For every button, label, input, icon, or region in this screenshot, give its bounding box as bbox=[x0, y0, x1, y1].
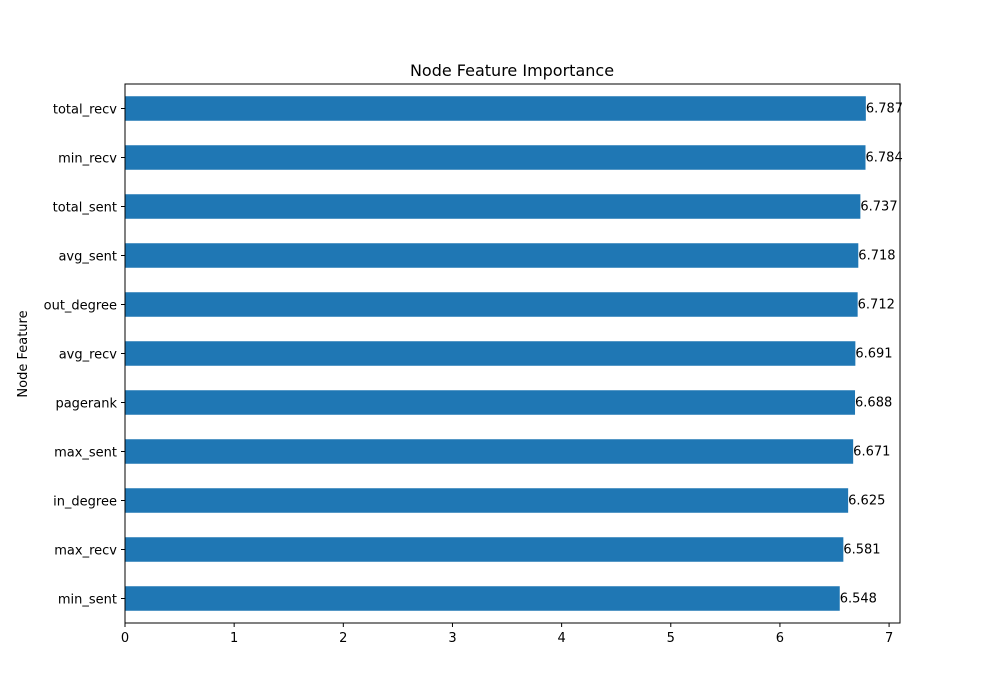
y-tick-label-min-sent: min_sent bbox=[58, 593, 117, 608]
bar-pagerank bbox=[125, 390, 856, 415]
y-tick-label-in-degree: in_degree bbox=[53, 495, 117, 510]
data-label-pagerank: 6.688 bbox=[855, 396, 892, 411]
bar-max-sent bbox=[125, 439, 854, 464]
x-tick-label-5: 5 bbox=[667, 631, 675, 646]
y-tick-label-max-sent: max_sent bbox=[54, 446, 117, 461]
y-tick-label-avg-recv: avg_recv bbox=[59, 348, 118, 363]
y-tick-label-total-sent: total_sent bbox=[53, 201, 117, 216]
y-axis-label: Node Feature bbox=[16, 310, 31, 397]
bar-avg-sent bbox=[125, 243, 859, 268]
x-tick-label-4: 4 bbox=[557, 631, 565, 646]
x-tick-label-3: 3 bbox=[448, 631, 456, 646]
y-tick-label-out-degree: out_degree bbox=[44, 299, 117, 314]
x-tick-label-7: 7 bbox=[885, 631, 893, 646]
data-label-max-sent: 6.671 bbox=[853, 445, 890, 460]
x-tick-label-0: 0 bbox=[121, 631, 129, 646]
data-label-total-sent: 6.737 bbox=[860, 200, 897, 215]
y-axis-ticks: total_recv min_recv total_sent avg_sent out_… bbox=[44, 103, 125, 608]
bars-group bbox=[125, 96, 866, 611]
data-label-max-recv: 6.581 bbox=[843, 543, 880, 558]
x-axis-ticks: 0 1 2 3 4 5 6 7 bbox=[121, 623, 893, 646]
bar-max-recv bbox=[125, 537, 844, 562]
chart-title: Node Feature Importance bbox=[410, 61, 614, 80]
bar-total-recv bbox=[125, 96, 866, 121]
plot-area-frame bbox=[124, 83, 901, 624]
bar-out-degree bbox=[125, 292, 858, 317]
y-tick-label-total-recv: total_recv bbox=[53, 103, 117, 118]
bar-min-recv bbox=[125, 145, 866, 170]
data-label-total-recv: 6.787 bbox=[866, 102, 903, 117]
y-tick-label-min-recv: min_recv bbox=[58, 152, 117, 167]
data-label-avg-recv: 6.691 bbox=[855, 347, 892, 362]
bar-avg-recv bbox=[125, 341, 856, 366]
x-tick-label-6: 6 bbox=[776, 631, 784, 646]
data-labels-group: 6.787 6.784 6.737 6.718 6.712 6.691 6.688 6.671… bbox=[840, 102, 903, 607]
y-tick-label-max-recv: max_recv bbox=[54, 544, 117, 559]
y-tick-label-pagerank: pagerank bbox=[55, 397, 117, 412]
bar-in-degree bbox=[125, 488, 849, 513]
data-label-out-degree: 6.712 bbox=[858, 298, 895, 313]
data-label-min-recv: 6.784 bbox=[866, 151, 903, 166]
data-label-avg-sent: 6.718 bbox=[858, 249, 895, 264]
y-tick-label-avg-sent: avg_sent bbox=[58, 250, 117, 265]
bar-total-sent bbox=[125, 194, 861, 219]
x-tick-label-1: 1 bbox=[230, 631, 238, 646]
bar-min-sent bbox=[125, 586, 840, 611]
data-label-min-sent: 6.548 bbox=[840, 592, 877, 607]
data-label-in-degree: 6.625 bbox=[848, 494, 885, 509]
x-tick-label-2: 2 bbox=[339, 631, 347, 646]
